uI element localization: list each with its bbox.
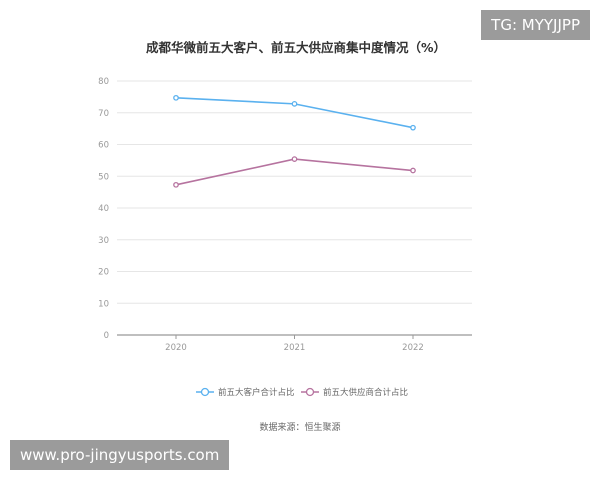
legend-label: 前五大供应商合计占比	[323, 387, 408, 398]
y-tick-label: 0	[104, 331, 109, 341]
y-tick-label: 30	[98, 236, 109, 246]
data-point	[291, 156, 298, 162]
telegram-watermark: TG: MYYJJPP	[481, 10, 590, 40]
legend: 前五大客户合计占比 前五大供应商合计占比	[196, 387, 408, 398]
x-tick-label: 2021	[284, 343, 306, 353]
y-tick-label: 40	[98, 204, 109, 214]
y-tick-label: 10	[98, 299, 109, 309]
y-tick-label: 20	[98, 268, 109, 278]
gridlines	[117, 80, 472, 304]
x-tick-label: 2020	[165, 343, 187, 353]
data-point	[173, 181, 179, 188]
x-tick-label: 2022	[402, 343, 424, 353]
legend-item[interactable]: 前五大客户合计占比	[196, 387, 295, 398]
legend-marker	[200, 387, 210, 397]
series-2	[173, 156, 416, 188]
y-tick-label: 70	[98, 109, 109, 119]
legend-item[interactable]: 前五大供应商合计占比	[301, 387, 408, 398]
legend-label: 前五大客户合计占比	[218, 387, 295, 398]
source-note: 数据来源：恒生聚源	[259, 421, 340, 433]
data-point	[410, 167, 416, 174]
website-watermark: www.pro-jingyusports.com	[10, 440, 230, 470]
data-point	[173, 94, 179, 101]
x-axis-ticks: 2020 2021 2022	[165, 335, 424, 353]
legend-marker	[305, 387, 315, 397]
y-tick-label: 50	[98, 172, 109, 182]
data-point	[291, 101, 298, 107]
series-line	[175, 158, 414, 186]
data-point	[410, 124, 416, 131]
y-tick-label: 80	[98, 77, 109, 87]
chart-title: 成都华微前五大客户、前五大供应商集中度情况（%）	[146, 40, 446, 55]
y-tick-label: 60	[98, 141, 109, 151]
y-axis-ticks: 0 10 20 30 40 50 60 70 80	[98, 77, 109, 341]
series-1	[173, 94, 416, 131]
series-lines	[173, 94, 416, 188]
